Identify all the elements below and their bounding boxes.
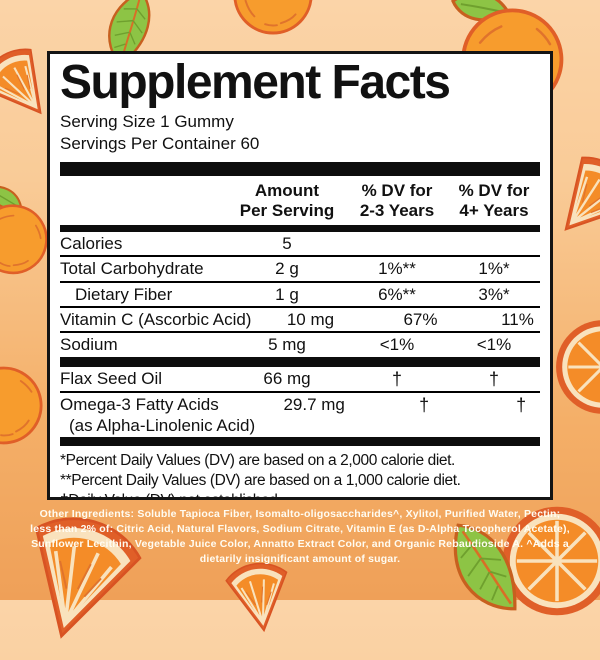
- divider-thick: [60, 437, 540, 447]
- table-row: Vitamin C (Ascorbic Acid) 10 mg 67% 11%: [60, 306, 540, 331]
- divider-thick: [60, 161, 540, 176]
- divider-medium: [60, 224, 540, 232]
- orange-icon: [230, 0, 313, 35]
- footnote-dv-not-established: †Daily Value (DV) not established.: [60, 491, 540, 497]
- col-dv-4plus-years: % DV for 4+ Years: [458, 180, 530, 220]
- panel-title: Supplement Facts: [60, 56, 451, 109]
- supplement-facts-panel: Supplement Facts Serving Size 1 Gummy Se…: [47, 51, 553, 500]
- footnote-1000-calorie: **Percent Daily Values (DV) are based on…: [60, 472, 461, 490]
- table-row: Flax Seed Oil 66 mg † †: [60, 368, 499, 389]
- table-row: Calories 5: [60, 233, 292, 253]
- divider-thick: [60, 356, 540, 367]
- other-ingredients-text: Other Ingredients: Soluble Tapioca Fiber…: [30, 508, 570, 565]
- orange-slice-face-icon: [554, 318, 600, 416]
- serving-size: Serving Size 1 Gummy: [60, 111, 234, 131]
- col-dv-2-3-years: % DV for 2-3 Years: [359, 180, 435, 220]
- serving-info: Serving Size 1 Gummy Servings Per Contai…: [60, 111, 540, 156]
- servings-per-container: Servings Per Container 60: [60, 134, 260, 154]
- footnotes: *Percent Daily Values (DV) are based on …: [60, 451, 540, 497]
- col-amount-per-serving: Amount Per Serving: [239, 180, 335, 220]
- table-row: Dietary Fiber 1 g 6%** 3%*: [60, 280, 540, 306]
- footnote-2000-calorie: *Percent Daily Values (DV) are based on …: [60, 452, 455, 470]
- table-row: Sodium 5 mg <1% <1%: [60, 331, 540, 356]
- table-row: Total Carbohydrate 2 g 1%** 1%*: [60, 255, 540, 280]
- table-row: Omega-3 Fatty Acids (as Alpha-Linolenic …: [60, 391, 540, 437]
- column-headers: Amount Per Serving % DV for 2-3 Years % …: [60, 176, 540, 225]
